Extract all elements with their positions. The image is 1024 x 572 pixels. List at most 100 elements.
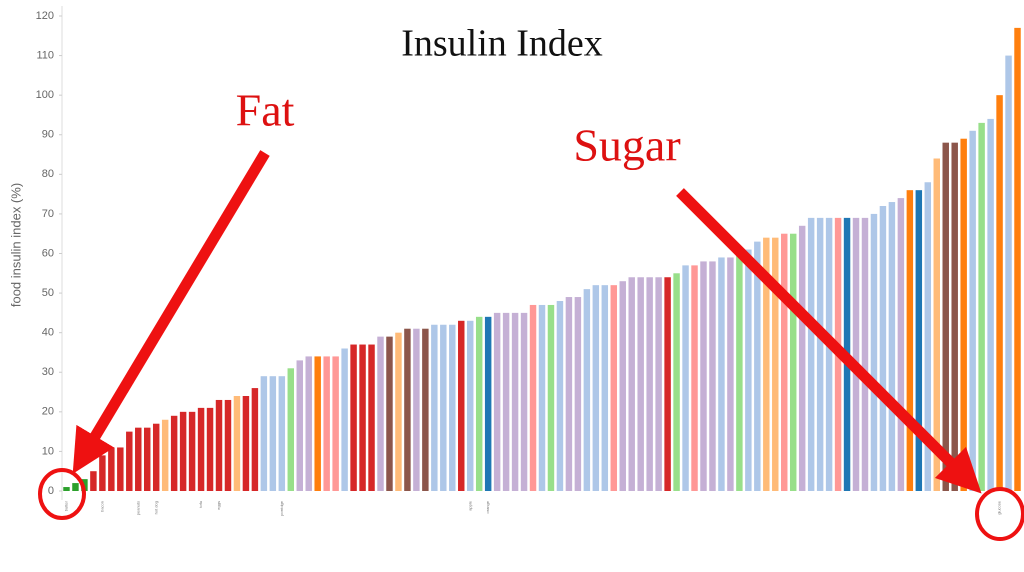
bar xyxy=(99,455,106,491)
bar xyxy=(359,344,366,491)
x-tick-label: bacon xyxy=(99,501,104,512)
bar xyxy=(996,95,1003,492)
x-tick-label: peanuts xyxy=(135,501,140,515)
bar xyxy=(789,233,797,492)
bar xyxy=(126,431,133,491)
bar xyxy=(924,182,932,491)
plot: 0 10 20 30 40 50 60 70 80 90 100 110 120 butter bacon p… xyxy=(36,6,1021,516)
bar xyxy=(197,407,205,491)
bar xyxy=(341,348,348,491)
bar xyxy=(278,376,286,491)
bar xyxy=(987,118,994,492)
bar xyxy=(888,202,896,491)
bar xyxy=(90,471,97,491)
bar xyxy=(754,241,761,491)
x-tick-label: eggs xyxy=(216,501,221,510)
bar xyxy=(673,273,680,491)
bar xyxy=(1014,27,1021,491)
sugar-arrow xyxy=(676,188,982,494)
y-tick-label: 40 xyxy=(42,327,54,339)
y-tick-label: 110 xyxy=(36,49,54,61)
bar xyxy=(224,399,232,491)
bar xyxy=(305,356,312,491)
bar xyxy=(323,356,330,491)
bar xyxy=(825,217,833,491)
x-tick-label: hot dog xyxy=(153,501,158,514)
bar xyxy=(960,138,967,492)
bar xyxy=(879,206,887,491)
bar xyxy=(63,487,70,491)
bar xyxy=(458,320,465,491)
bar xyxy=(269,376,277,491)
bar xyxy=(969,130,976,491)
bar xyxy=(700,261,707,491)
bar xyxy=(816,217,824,491)
bar xyxy=(484,316,492,491)
bar xyxy=(135,427,142,491)
bar xyxy=(368,344,375,491)
bar xyxy=(870,213,878,491)
bar xyxy=(592,285,600,491)
fat-circle xyxy=(38,468,86,520)
bar xyxy=(215,399,223,491)
bar xyxy=(296,360,303,491)
bar xyxy=(709,261,716,491)
bar xyxy=(332,356,339,491)
sugar-circle xyxy=(975,487,1024,541)
y-tick-label: 90 xyxy=(42,129,54,141)
bar xyxy=(449,324,456,491)
bar xyxy=(637,277,644,491)
y-tick-label: 70 xyxy=(42,208,54,220)
chart-title: Insulin Index xyxy=(401,23,603,65)
bar xyxy=(108,447,115,491)
x-tick-label: apple xyxy=(467,500,472,511)
bar xyxy=(655,277,662,491)
bar xyxy=(475,316,483,491)
x-tick-label: tofu xyxy=(198,501,203,508)
bar xyxy=(350,344,357,491)
bar xyxy=(493,312,501,491)
bar xyxy=(798,225,806,491)
bar xyxy=(466,320,474,491)
bar xyxy=(574,297,582,491)
y-tick-label: 20 xyxy=(42,406,54,418)
bar xyxy=(906,190,914,491)
bar xyxy=(188,411,196,491)
y-tick-label: 60 xyxy=(42,247,54,259)
bar xyxy=(942,142,949,491)
bar xyxy=(951,142,958,491)
bar xyxy=(144,427,151,491)
bar xyxy=(736,253,743,491)
bar xyxy=(431,324,438,491)
y-tick-label: 0 xyxy=(48,485,54,497)
bar xyxy=(718,257,725,491)
bar xyxy=(260,376,268,491)
bar xyxy=(520,312,528,491)
y-axis-label: food insulin index (%) xyxy=(8,183,23,307)
y-tick-label: 10 xyxy=(42,445,54,457)
bar xyxy=(915,190,923,491)
bar xyxy=(978,122,985,491)
bar xyxy=(161,419,169,491)
bar xyxy=(206,407,214,491)
annotation: Sugar xyxy=(573,120,680,171)
x-tick-label: butter xyxy=(64,500,69,511)
bar xyxy=(682,265,689,491)
bar xyxy=(547,304,555,491)
bar xyxy=(386,336,393,491)
x-tick-label: porridge xyxy=(279,500,284,515)
bar xyxy=(377,336,384,491)
bar xyxy=(556,301,564,491)
bar xyxy=(628,277,635,491)
bar xyxy=(781,233,788,492)
y-tick-label: 30 xyxy=(42,366,54,378)
bar xyxy=(529,304,537,491)
bar xyxy=(502,312,510,491)
bar xyxy=(610,285,618,491)
bar xyxy=(852,217,860,491)
bar xyxy=(583,289,591,491)
bar xyxy=(170,415,178,491)
y-tick-label: 100 xyxy=(36,89,54,101)
bar xyxy=(897,198,905,492)
